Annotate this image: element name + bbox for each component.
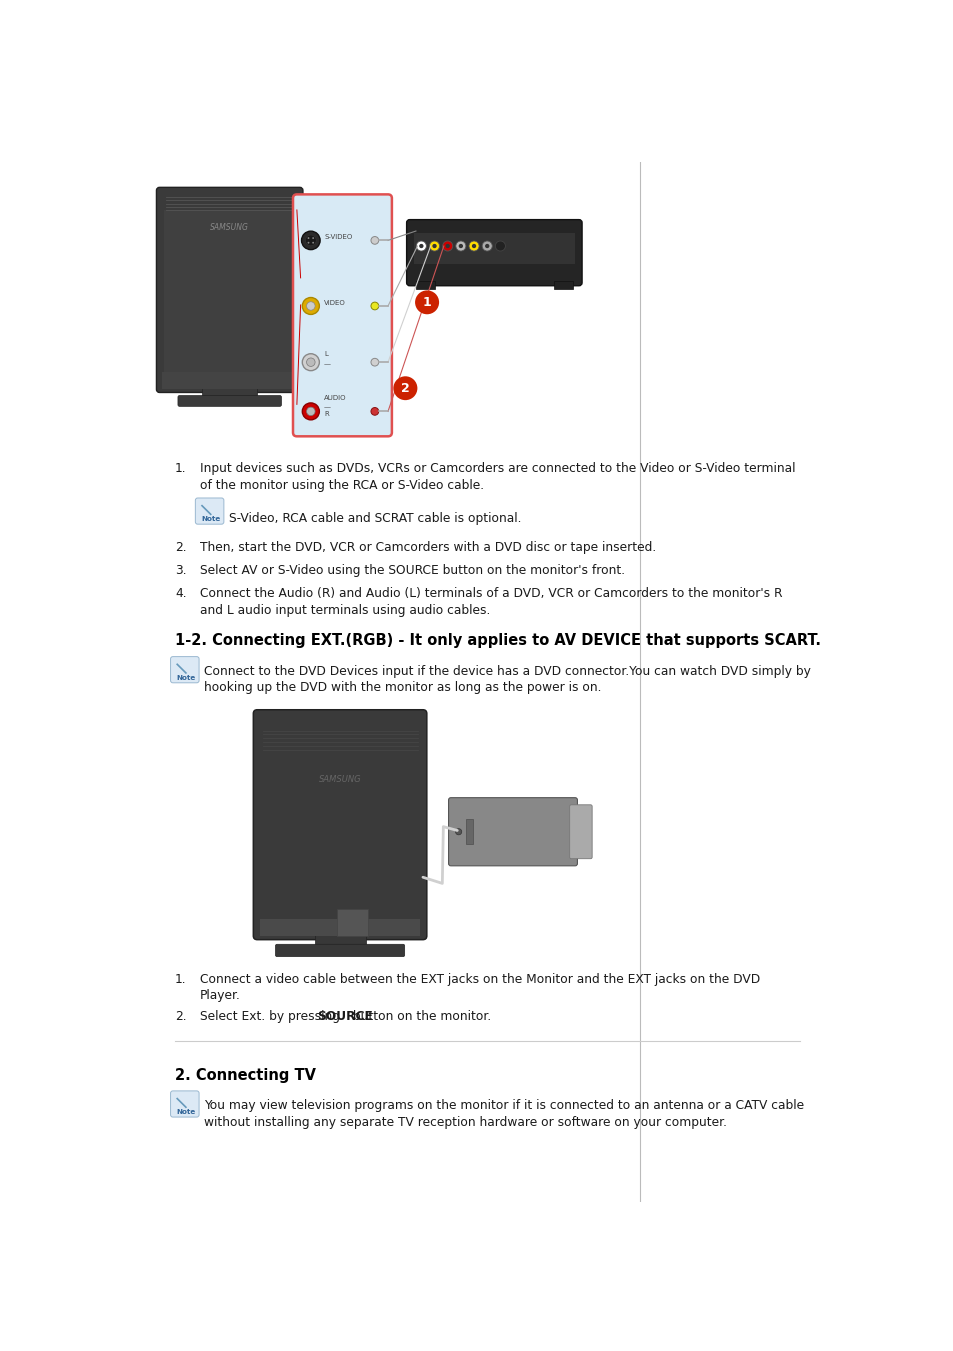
Text: —: — xyxy=(324,404,331,411)
Circle shape xyxy=(456,240,465,251)
Text: L: L xyxy=(324,351,328,358)
Bar xyxy=(158,185,592,446)
FancyBboxPatch shape xyxy=(569,805,592,859)
Text: 1-2. Connecting EXT.(RGB) - It only applies to AV DEVICE that supports SCART.: 1-2. Connecting EXT.(RGB) - It only appl… xyxy=(174,634,821,648)
Text: Select AV or S-Video using the SOURCE button on the monitor's front.: Select AV or S-Video using the SOURCE bu… xyxy=(199,565,624,577)
Circle shape xyxy=(432,245,436,249)
Bar xyxy=(251,704,578,958)
Text: Note: Note xyxy=(201,516,220,523)
Text: VIDEO: VIDEO xyxy=(324,300,345,305)
FancyBboxPatch shape xyxy=(171,657,199,682)
Circle shape xyxy=(456,828,461,835)
Circle shape xyxy=(312,242,314,243)
Circle shape xyxy=(312,238,314,239)
Text: 2. Connecting TV: 2. Connecting TV xyxy=(174,1067,315,1082)
Circle shape xyxy=(418,245,423,249)
Bar xyxy=(314,935,365,947)
Text: without installing any separate TV reception hardware or software on your comput: without installing any separate TV recep… xyxy=(204,1116,727,1129)
Text: 2.: 2. xyxy=(174,540,187,554)
Circle shape xyxy=(416,240,426,251)
Circle shape xyxy=(306,301,314,311)
Bar xyxy=(554,281,572,289)
Text: of the monitor using the RCA or S-Video cable.: of the monitor using the RCA or S-Video … xyxy=(199,480,483,492)
Text: SOURCE: SOURCE xyxy=(316,1011,373,1023)
Circle shape xyxy=(301,231,320,250)
Text: hooking up the DVD with the monitor as long as the power is on.: hooking up the DVD with the monitor as l… xyxy=(204,681,601,694)
Text: 1: 1 xyxy=(422,296,431,309)
Bar xyxy=(416,281,434,289)
Circle shape xyxy=(481,240,492,251)
Text: AUDIO: AUDIO xyxy=(324,396,346,401)
Circle shape xyxy=(306,358,314,366)
Circle shape xyxy=(371,236,378,245)
Text: Connect to the DVD Devices input if the device has a DVD connector.You can watch: Connect to the DVD Devices input if the … xyxy=(204,665,810,678)
Circle shape xyxy=(469,240,478,251)
Text: —: — xyxy=(324,362,331,367)
Text: 4.: 4. xyxy=(174,588,187,600)
Text: 1.: 1. xyxy=(174,462,187,476)
Circle shape xyxy=(472,245,476,249)
Circle shape xyxy=(371,358,378,366)
Circle shape xyxy=(415,290,438,315)
FancyBboxPatch shape xyxy=(406,220,581,286)
Bar xyxy=(164,209,294,372)
Circle shape xyxy=(306,407,314,416)
Text: Player.: Player. xyxy=(199,989,240,1002)
Bar xyxy=(336,909,367,936)
Bar xyxy=(202,388,256,399)
Text: Note: Note xyxy=(176,676,195,681)
Text: 3.: 3. xyxy=(174,565,187,577)
Circle shape xyxy=(442,240,453,251)
Bar xyxy=(162,373,297,389)
FancyBboxPatch shape xyxy=(178,396,281,407)
Text: Connect the Audio (R) and Audio (L) terminals of a DVD, VCR or Camcorders to the: Connect the Audio (R) and Audio (L) term… xyxy=(199,588,781,600)
FancyBboxPatch shape xyxy=(253,709,426,940)
Circle shape xyxy=(495,240,505,251)
Circle shape xyxy=(371,303,378,309)
Text: S-VIDEO: S-VIDEO xyxy=(324,234,352,240)
Text: Connect a video cable between the EXT jacks on the Monitor and the EXT jacks on : Connect a video cable between the EXT ja… xyxy=(199,973,760,986)
Text: 2.: 2. xyxy=(174,1011,187,1023)
Text: S-Video, RCA cable and SCRAT cable is optional.: S-Video, RCA cable and SCRAT cable is op… xyxy=(229,512,521,524)
Text: button on the monitor.: button on the monitor. xyxy=(348,1011,491,1023)
Circle shape xyxy=(307,238,309,239)
Circle shape xyxy=(302,403,319,420)
Text: R: R xyxy=(324,412,329,417)
Bar xyxy=(292,319,299,340)
Text: and L audio input terminals using audio cables.: and L audio input terminals using audio … xyxy=(199,604,490,616)
FancyBboxPatch shape xyxy=(448,797,577,866)
Text: SAMSUNG: SAMSUNG xyxy=(210,223,249,232)
FancyBboxPatch shape xyxy=(275,944,404,957)
Text: You may view television programs on the monitor if it is connected to an antenna: You may view television programs on the … xyxy=(204,1100,803,1112)
Circle shape xyxy=(429,240,439,251)
Text: Then, start the DVD, VCR or Camcorders with a DVD disc or tape inserted.: Then, start the DVD, VCR or Camcorders w… xyxy=(199,540,656,554)
FancyBboxPatch shape xyxy=(156,188,303,393)
Circle shape xyxy=(371,408,378,415)
FancyBboxPatch shape xyxy=(293,195,392,436)
Text: Select Ext. by pressing: Select Ext. by pressing xyxy=(199,1011,343,1023)
Text: SAMSUNG: SAMSUNG xyxy=(318,774,361,784)
Circle shape xyxy=(484,245,489,249)
Bar xyxy=(466,819,473,844)
Bar xyxy=(414,232,575,265)
Circle shape xyxy=(458,245,462,249)
Text: 2: 2 xyxy=(400,382,410,394)
Text: Input devices such as DVDs, VCRs or Camcorders are connected to the Video or S-V: Input devices such as DVDs, VCRs or Camc… xyxy=(199,462,795,476)
FancyBboxPatch shape xyxy=(171,1090,199,1117)
Text: Note: Note xyxy=(176,1109,195,1115)
Text: 1.: 1. xyxy=(174,973,187,986)
Circle shape xyxy=(302,354,319,370)
Bar xyxy=(260,919,419,936)
Circle shape xyxy=(305,235,316,246)
Circle shape xyxy=(302,297,319,315)
Circle shape xyxy=(307,242,309,243)
FancyBboxPatch shape xyxy=(195,499,224,524)
Circle shape xyxy=(445,245,450,249)
Circle shape xyxy=(393,377,417,400)
